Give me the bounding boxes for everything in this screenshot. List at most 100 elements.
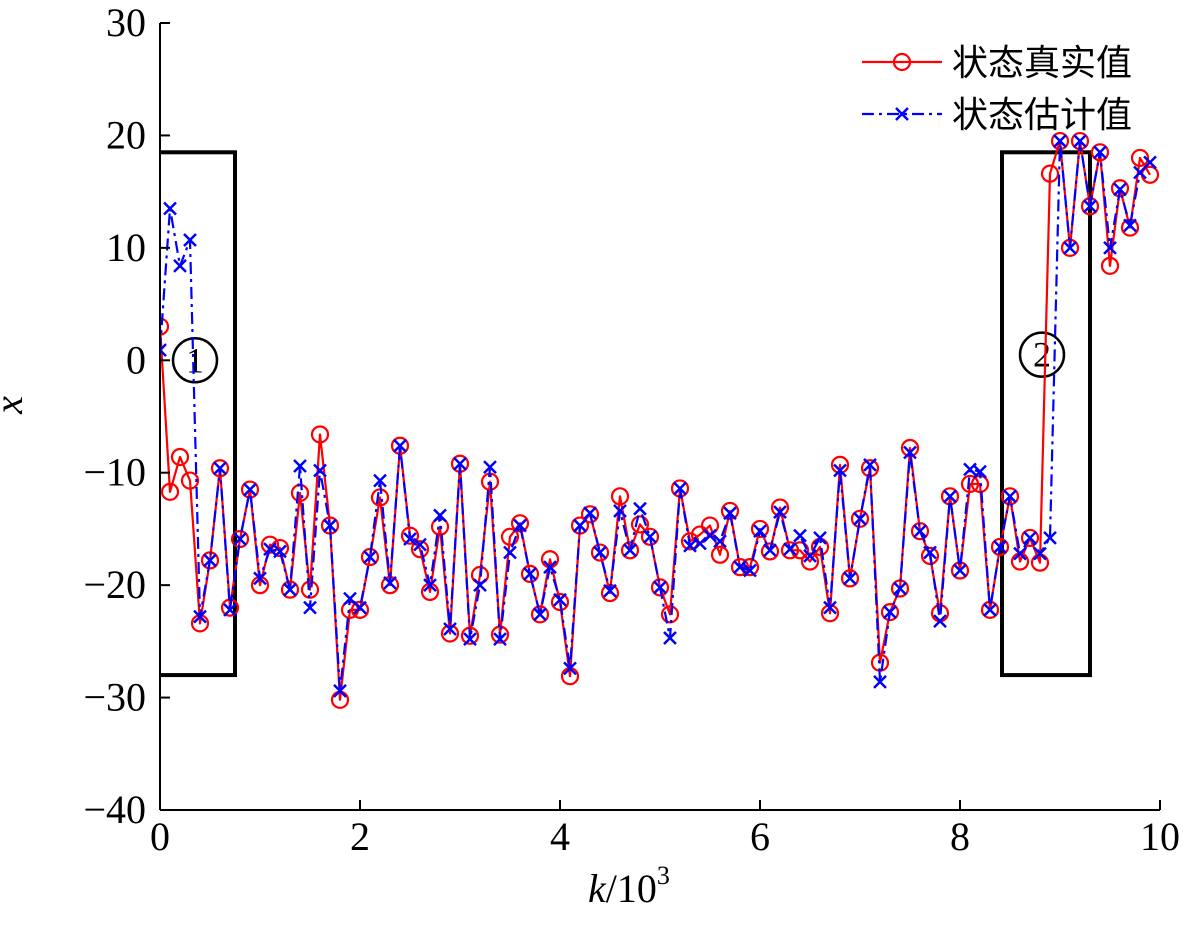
series-2-point-stroke-b: [1103, 240, 1117, 255]
series-2-point-stroke-b: [563, 661, 577, 676]
series-2-point: [373, 473, 387, 488]
axes: −40 −30 −20 −10 0 10 20 30 0 2 4 6 8 10: [83, 0, 1180, 859]
y-axis-label: x: [0, 396, 31, 415]
series-2-point-stroke-b: [923, 545, 937, 560]
series-2-point: [483, 460, 497, 474]
series-2-point: [433, 508, 447, 523]
series-1-point: [710, 545, 730, 564]
series-1-point: [750, 519, 770, 539]
series-2-point: [723, 506, 737, 521]
series-1-point: [170, 447, 190, 467]
series-1-point: [550, 592, 570, 612]
series-2-point-stroke-b: [713, 534, 727, 549]
series-1-point: [230, 529, 250, 549]
series-2-point-stroke-b: [373, 473, 387, 488]
series-2-point: [513, 518, 527, 533]
series-2-point: [823, 600, 837, 615]
series-2-point-stroke-b: [1113, 182, 1127, 197]
series-2-point: [1003, 489, 1017, 504]
series-2-point: [1063, 240, 1077, 255]
series-2-point-stroke-b: [613, 504, 627, 518]
annotation-box-2: [1000, 150, 1092, 678]
series-1-point: [1110, 179, 1130, 198]
series-2-point: [1143, 155, 1157, 170]
series-2-point: [793, 528, 807, 543]
legend-marker-2: [895, 107, 909, 121]
series-2-point: [553, 592, 567, 607]
series-2-point-stroke-b: [873, 674, 887, 689]
series-2-point: [583, 506, 597, 521]
series-2-point-stroke-b: [1073, 134, 1087, 148]
series-2-point: [763, 543, 777, 558]
series-2-point-stroke-b: [1063, 240, 1077, 255]
series-1-point: [260, 535, 280, 554]
series-2-point-stroke-b: [423, 578, 437, 593]
series-2-point: [773, 505, 787, 519]
series-1-point: [650, 578, 670, 597]
x-axis-label-unit: /10: [606, 866, 657, 911]
series-2-point: [933, 614, 947, 629]
series-2-point-stroke-b: [353, 600, 367, 615]
series-1-point: [530, 605, 550, 624]
series-2-point-stroke-b: [593, 545, 607, 560]
series-2-point: [233, 532, 247, 546]
series-2-point-stroke-b: [573, 518, 587, 533]
series-2-point-stroke-b: [1003, 489, 1017, 504]
series-2-point: [323, 518, 337, 533]
series-2: [160, 134, 1157, 698]
series-2-point-stroke-b: [843, 571, 857, 586]
series-2-point-stroke-b: [633, 501, 647, 516]
series-2-point: [423, 578, 437, 593]
series-2-point-stroke-b: [243, 482, 257, 497]
series-1-point: [160, 482, 180, 501]
y-tick-label: 10: [106, 225, 146, 270]
annotation-box-1: [160, 150, 237, 678]
x-tick-label: 8: [950, 814, 970, 859]
series-2-point-stroke-b: [453, 456, 467, 471]
series-2-point: [593, 545, 607, 560]
y-tick-label: −10: [83, 450, 146, 495]
series-2-point-stroke-b: [343, 591, 357, 606]
series-1-point: [880, 603, 900, 622]
series-2-point-stroke-b: [253, 571, 267, 586]
series-2-point-stroke-b: [493, 632, 507, 646]
series-2-point: [983, 602, 997, 617]
series-1-point: [640, 527, 660, 546]
series-1: [160, 131, 1160, 709]
series-1-point: [280, 580, 300, 599]
series-1-point: [990, 537, 1010, 557]
series-1-point: [1100, 256, 1120, 275]
series-2-point-stroke-b: [913, 524, 927, 539]
series-2-point-stroke-b: [1013, 546, 1027, 561]
series-2-point: [1053, 134, 1067, 148]
series-2-point: [160, 343, 167, 358]
series-2-point: [203, 553, 217, 568]
series-2-point-stroke-b: [323, 518, 337, 533]
series-2-point-stroke-b: [853, 511, 867, 526]
series-2-point: [633, 501, 647, 516]
series-2-point: [703, 528, 717, 543]
series-2-point: [503, 545, 517, 560]
series-2-point: [873, 674, 887, 689]
series-2-point: [683, 538, 697, 553]
series-2-point: [783, 542, 797, 557]
series-2-point: [1103, 240, 1117, 255]
series-2-point: [1013, 546, 1027, 561]
series-2-point-stroke-b: [993, 540, 1007, 554]
series-2-point-stroke-b: [763, 543, 777, 558]
series-2-point: [843, 571, 857, 586]
series-2-point: [963, 462, 977, 477]
series-2-point-stroke-b: [973, 464, 987, 479]
series-2-point: [413, 537, 427, 552]
series-2-point: [713, 534, 727, 549]
series-2-point: [693, 536, 707, 551]
y-tick-label: 20: [106, 112, 146, 157]
series-2-point-stroke-b: [1143, 155, 1157, 170]
series-2-point: [163, 201, 177, 216]
series-2-point: [833, 463, 847, 478]
series-2-point-stroke-b: [663, 631, 677, 645]
series-2-point: [853, 511, 867, 526]
series-2-point: [603, 583, 617, 598]
series-2-point-stroke-b: [383, 576, 397, 590]
